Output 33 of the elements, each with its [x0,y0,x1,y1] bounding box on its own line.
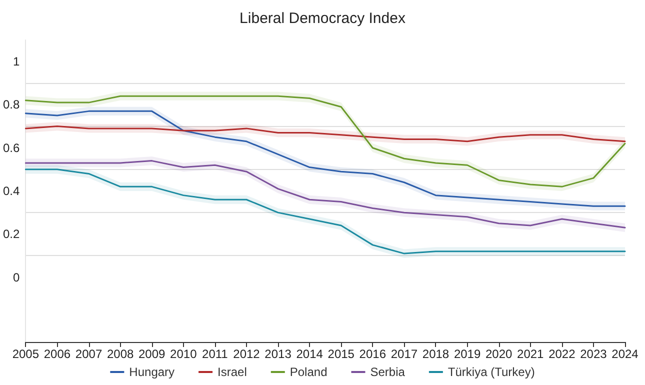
x-tick-label: 2023 [580,347,608,361]
y-tick-label: 0.6 [2,140,20,155]
legend-label: Türkiya (Turkey) [448,365,535,379]
x-tick-label: 2005 [12,347,40,361]
y-tick-label: 0 [12,270,20,284]
x-tick-label: 2013 [264,347,292,361]
legend-label: Hungary [129,365,175,379]
x-tick-label: 2016 [359,347,386,361]
x-tick-label: 2015 [328,347,355,361]
x-tick-label: 2009 [138,347,166,361]
y-tick-label: 0.4 [2,184,20,198]
x-tick-label: 2008 [106,347,134,361]
line-series [24,126,626,142]
legend-label: Poland [290,365,328,379]
x-tick-label: 2014 [296,347,324,361]
x-tick-label: 2017 [390,347,418,361]
x-tick-label: 2011 [202,347,228,361]
x-tick-label: 2007 [75,347,102,361]
x-tick-label: 2022 [548,347,576,361]
x-tick-label: 2012 [233,347,260,361]
x-tick-label: 2020 [485,347,512,361]
x-tick-label: 2018 [422,347,450,361]
chart-title: Liberal Democracy Index [240,10,406,27]
x-tick-label: 2019 [454,347,481,361]
x-tick-label: 2010 [170,347,198,361]
legend-label: Israel [218,365,247,379]
y-tick-label: 0.2 [2,227,20,242]
x-tick-label: 2006 [44,347,71,361]
y-tick-label: 0.8 [2,98,20,112]
x-tick-label: 2024 [612,347,639,361]
y-tick-label: 1 [12,54,20,69]
x-tick-label: 2021 [517,347,544,361]
legend-label: Serbia [370,365,406,379]
